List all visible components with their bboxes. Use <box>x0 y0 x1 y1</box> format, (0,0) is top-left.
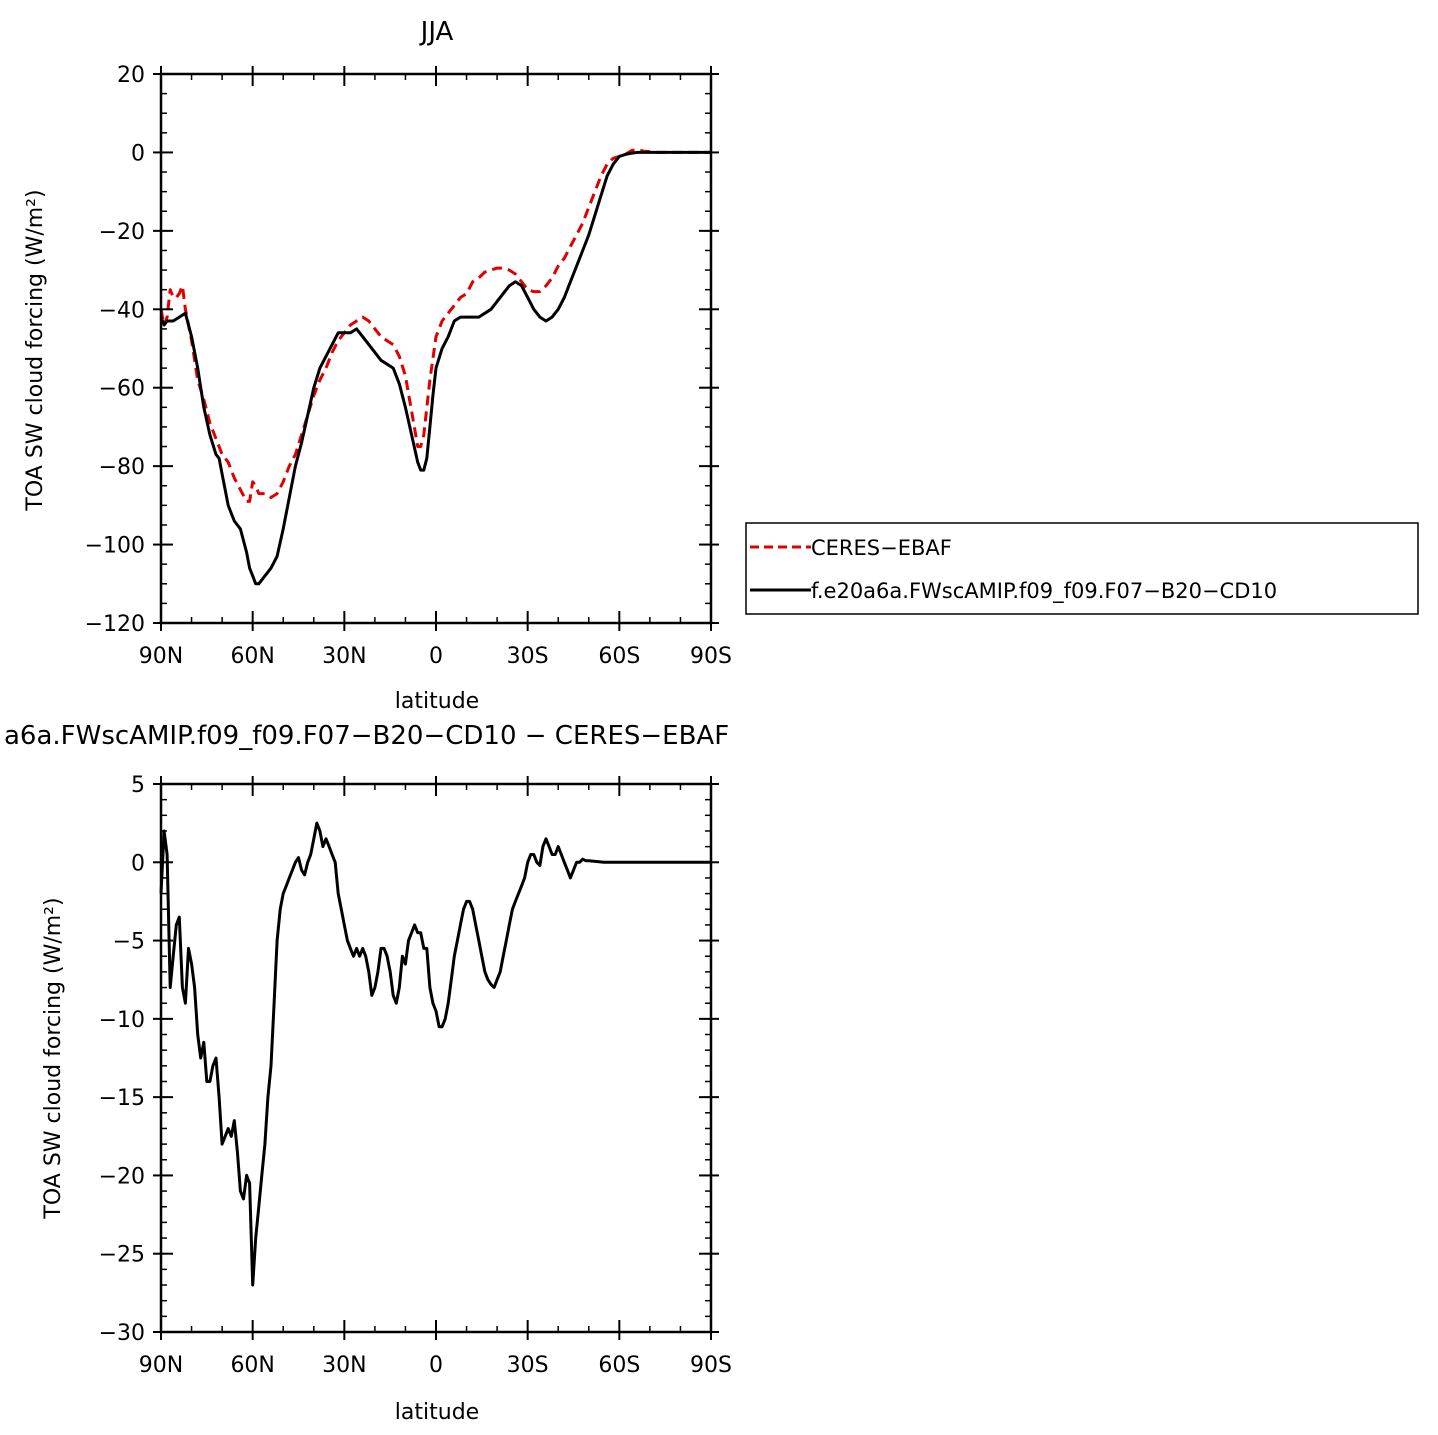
top-chart-ticks <box>153 66 719 631</box>
top-xtick-label: 60N <box>230 644 274 669</box>
bottom-ytick-label: −10 <box>99 1008 145 1033</box>
bottom-ytick-label: 5 <box>131 773 145 798</box>
top-series-line-0 <box>159 147 711 503</box>
top-ytick-label: −60 <box>99 377 145 402</box>
bottom-chart-ticks <box>153 776 719 1340</box>
top-series-line-1 <box>159 150 711 586</box>
top-xtick-label: 90S <box>690 644 732 669</box>
top-chart-ylabel: TOA SW cloud forcing (W/m²) <box>23 189 48 511</box>
top-xtick-label: 60S <box>598 644 640 669</box>
bottom-xtick-label: 30S <box>507 1353 549 1378</box>
top-ytick-label: −80 <box>99 455 145 480</box>
top-chart-series-layer <box>159 147 711 586</box>
top-ytick-label: 0 <box>131 141 145 166</box>
bottom-series-line-0 <box>159 821 711 1287</box>
bottom-ytick-label: −15 <box>99 1086 145 1111</box>
bottom-xtick-label: 90S <box>690 1353 732 1378</box>
top-xtick-label: 90N <box>139 644 183 669</box>
bottom-ytick-label: −25 <box>99 1243 145 1268</box>
top-ytick-label: 20 <box>117 63 145 88</box>
bottom-chart-ylabel: TOA SW cloud forcing (W/m²) <box>41 897 66 1219</box>
bottom-plot-frame <box>159 782 713 1334</box>
bottom-chart: a6a.FWscAMIP.f09_f09.F07−B20−CD10 − CERE… <box>4 721 732 1425</box>
bottom-ytick-label: −20 <box>99 1164 145 1189</box>
bottom-ytick-label: 0 <box>131 851 145 876</box>
top-ytick-label: −100 <box>85 534 145 559</box>
bottom-xtick-label: 0 <box>429 1353 443 1378</box>
top-chart-tick-labels: 90N 60N 30N 0 30S 60S 90S 20 0 −20 −40 −60 −80 −100 −1… <box>85 63 732 669</box>
top-ytick-label: −120 <box>85 612 145 637</box>
bottom-chart-series-layer <box>159 821 711 1287</box>
top-chart-title: JJA <box>419 17 454 47</box>
bottom-chart-tick-labels: 90N 60N 30N 0 30S 60S 90S 5 0 −5 −10 −15 −20 −25 −30 <box>99 773 732 1378</box>
bottom-xtick-label: 60N <box>230 1353 274 1378</box>
bottom-chart-xlabel: latitude <box>395 1400 479 1425</box>
top-xtick-label: 30S <box>507 644 549 669</box>
bottom-xtick-label: 60S <box>598 1353 640 1378</box>
legend-label-ceres: CERES−EBAF <box>811 536 952 560</box>
bottom-ytick-label: −5 <box>113 930 145 955</box>
top-ytick-label: −40 <box>99 298 145 323</box>
top-chart-xlabel: latitude <box>395 689 479 714</box>
bottom-ytick-label: −30 <box>99 1321 145 1346</box>
legend: CERES−EBAF f.e20a6a.FWscAMIP.f09_f09.F07… <box>745 522 1419 615</box>
top-xtick-label: 0 <box>429 644 443 669</box>
bottom-xtick-label: 90N <box>139 1353 183 1378</box>
top-chart: JJA 90N 60N 30N 0 30S 60S 90S 20 0 −20 −40 −60 −80 −1… <box>23 17 732 714</box>
top-ytick-label: −20 <box>99 220 145 245</box>
top-xtick-label: 30N <box>322 644 366 669</box>
legend-box <box>745 522 1419 615</box>
legend-label-model: f.e20a6a.FWscAMIP.f09_f09.F07−B20−CD10 <box>811 579 1277 604</box>
bottom-xtick-label: 30N <box>322 1353 366 1378</box>
bottom-chart-title: a6a.FWscAMIP.f09_f09.F07−B20−CD10 − CERE… <box>4 721 729 751</box>
